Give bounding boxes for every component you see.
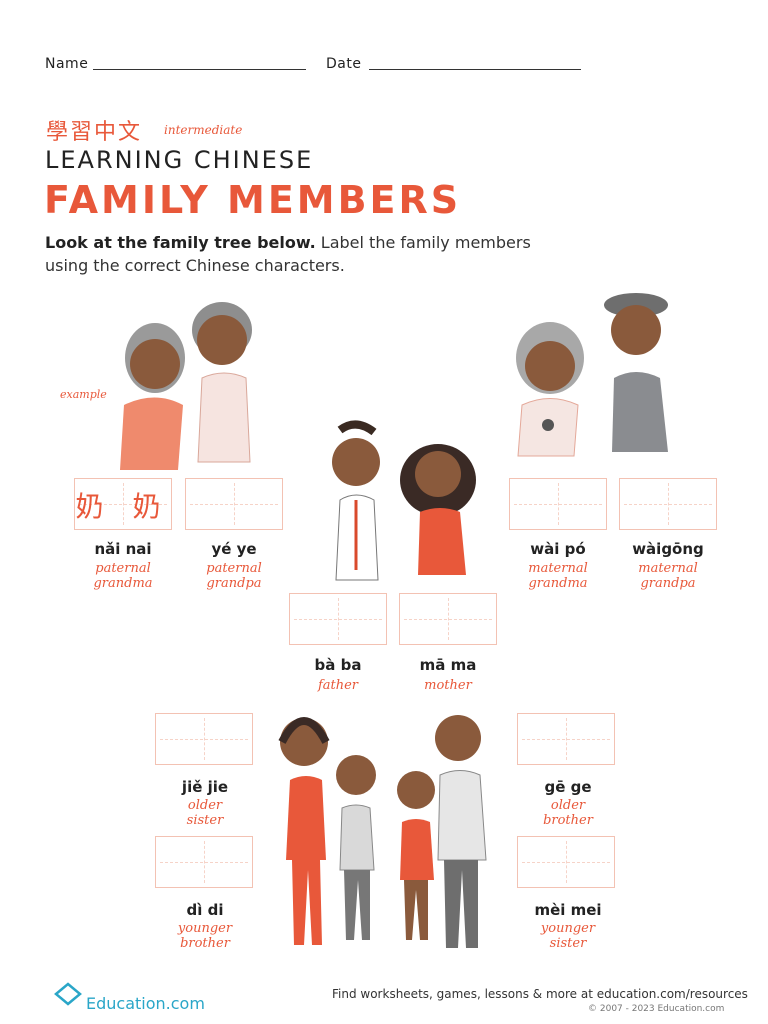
english-jiejie-1: older bbox=[187, 798, 223, 813]
english-waipo-1: maternal bbox=[528, 561, 588, 576]
copyright: © 2007 - 2023 Education.com bbox=[588, 1004, 725, 1014]
english-gege-1: older bbox=[550, 798, 586, 813]
pinyin-baba: bà ba bbox=[314, 656, 362, 674]
example-tag: example bbox=[60, 388, 107, 401]
answer-box-waipo[interactable] bbox=[509, 478, 607, 530]
instructions-bold: Look at the family tree below. bbox=[45, 233, 316, 252]
level-label: intermediate bbox=[164, 123, 243, 137]
pinyin-didi: dì di bbox=[186, 901, 224, 919]
pinyin-nainai: nǎi nai bbox=[94, 540, 152, 558]
english-didi-2: brother bbox=[180, 936, 230, 951]
english-nainai-2: grandma bbox=[93, 576, 153, 591]
english-yeye-2: grandpa bbox=[206, 576, 262, 591]
mother-figure bbox=[400, 444, 476, 575]
education-logo-text: Education.com bbox=[86, 994, 205, 1013]
answer-box-didi[interactable] bbox=[155, 836, 253, 888]
name-label: Name bbox=[45, 56, 89, 72]
english-meimei-2: sister bbox=[549, 936, 587, 951]
english-yeye-1: paternal bbox=[206, 561, 262, 576]
father-figure bbox=[332, 420, 380, 581]
answer-box-jiejie[interactable] bbox=[155, 713, 253, 765]
pinyin-waipo: wài pó bbox=[530, 540, 586, 558]
older-brother-figure bbox=[435, 715, 487, 948]
education-logo-icon bbox=[54, 982, 82, 1006]
page-subtitle: LEARNING CHINESE bbox=[45, 146, 314, 174]
name-field[interactable] bbox=[93, 69, 306, 70]
pinyin-meimei: mèi mei bbox=[534, 901, 602, 919]
english-baba: father bbox=[317, 678, 359, 693]
maternal-grandma-figure bbox=[516, 322, 584, 457]
page-title: FAMILY MEMBERS bbox=[44, 178, 462, 222]
younger-sister-figure bbox=[397, 771, 435, 940]
example-answer: 奶 奶 bbox=[75, 490, 171, 523]
pinyin-yeye: yé ye bbox=[211, 540, 257, 558]
english-gege-2: brother bbox=[543, 813, 593, 828]
footer-message: Find worksheets, games, lessons & more a… bbox=[332, 987, 748, 1001]
english-nainai-1: paternal bbox=[95, 561, 151, 576]
younger-brother-figure bbox=[336, 755, 376, 940]
maternal-grandpa-figure bbox=[604, 293, 668, 452]
english-mama: mother bbox=[424, 678, 472, 693]
english-waigong-2: grandpa bbox=[640, 576, 696, 591]
instructions: Look at the family tree below. Label the… bbox=[45, 231, 565, 277]
pinyin-mama: mā ma bbox=[419, 656, 477, 674]
older-sister-figure bbox=[278, 717, 330, 945]
chinese-title: 學習中文 bbox=[46, 120, 143, 145]
answer-box-meimei[interactable] bbox=[517, 836, 615, 888]
english-didi-1: younger bbox=[177, 921, 233, 936]
english-waigong-1: maternal bbox=[638, 561, 698, 576]
date-label: Date bbox=[326, 56, 362, 72]
english-jiejie-2: sister bbox=[186, 813, 224, 828]
pinyin-waigong: wàigōng bbox=[632, 540, 704, 558]
answer-box-yeye[interactable] bbox=[185, 478, 283, 530]
instructions-rest: Label the family members using the corre… bbox=[45, 233, 531, 275]
date-field[interactable] bbox=[369, 69, 581, 70]
paternal-grandpa-figure bbox=[192, 302, 252, 463]
answer-box-mama[interactable] bbox=[399, 593, 497, 645]
english-meimei-1: younger bbox=[540, 921, 596, 936]
paternal-grandma-figure bbox=[120, 323, 185, 470]
english-waipo-2: grandma bbox=[528, 576, 588, 591]
answer-box-nainai: 奶 奶 bbox=[74, 478, 172, 530]
pinyin-gege: gē ge bbox=[544, 778, 592, 796]
answer-box-gege[interactable] bbox=[517, 713, 615, 765]
pinyin-jiejie: jiě jie bbox=[181, 778, 229, 796]
answer-box-waigong[interactable] bbox=[619, 478, 717, 530]
answer-box-baba[interactable] bbox=[289, 593, 387, 645]
